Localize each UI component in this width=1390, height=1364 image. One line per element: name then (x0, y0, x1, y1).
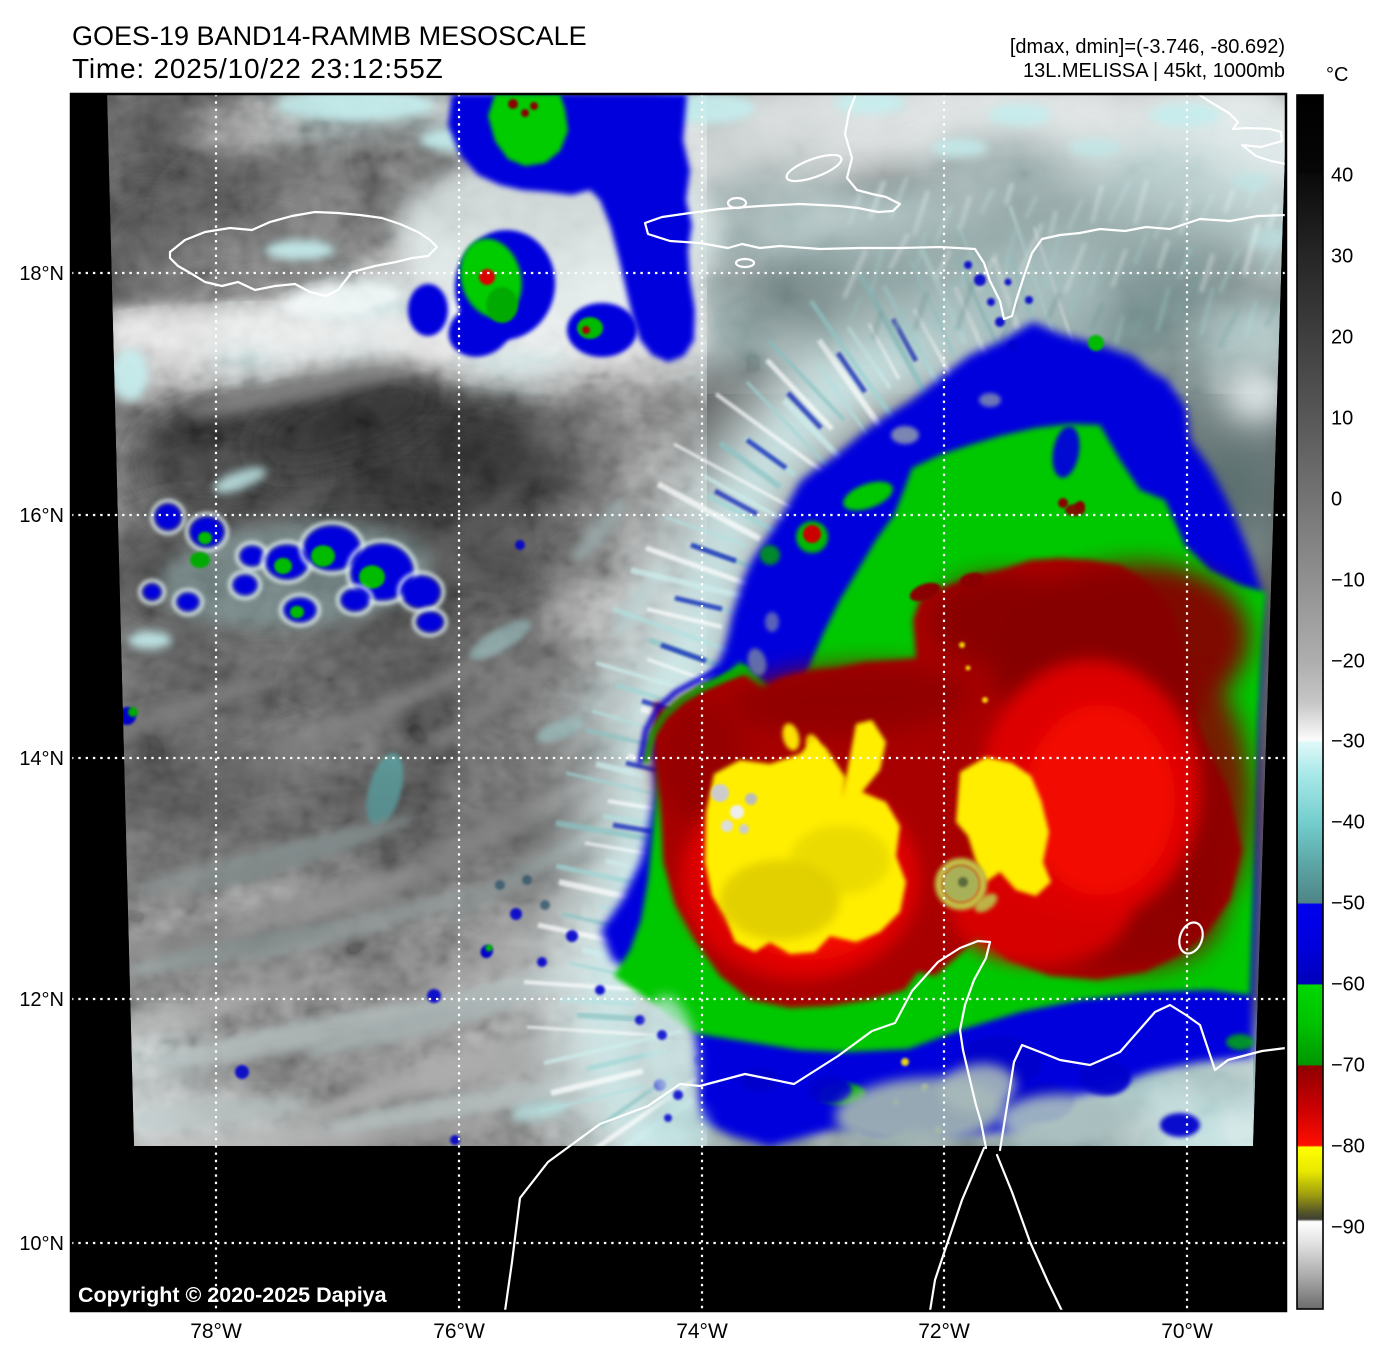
svg-text:76°W: 76°W (433, 1320, 485, 1343)
svg-text:20: 20 (1331, 326, 1353, 348)
svg-text:10: 10 (1331, 407, 1353, 429)
svg-text:74°W: 74°W (676, 1320, 728, 1343)
svg-text:14°N: 14°N (19, 748, 64, 770)
svg-text:−30: −30 (1331, 730, 1365, 752)
svg-text:−80: −80 (1331, 1135, 1365, 1157)
svg-text:16°N: 16°N (19, 505, 64, 527)
svg-text:−70: −70 (1331, 1054, 1365, 1076)
svg-text:Time: 2025/10/22 23:12:55Z: Time: 2025/10/22 23:12:55Z (72, 53, 444, 84)
svg-text:30: 30 (1331, 245, 1353, 267)
svg-text:−20: −20 (1331, 650, 1365, 672)
svg-text:−50: −50 (1331, 892, 1365, 914)
svg-text:70°W: 70°W (1161, 1320, 1213, 1343)
svg-text:10°N: 10°N (19, 1233, 64, 1255)
svg-text:0: 0 (1331, 488, 1342, 510)
svg-text:78°W: 78°W (190, 1320, 242, 1343)
svg-text:Copyright © 2020-2025 Dapiya: Copyright © 2020-2025 Dapiya (78, 1283, 388, 1307)
svg-text:40: 40 (1331, 164, 1353, 186)
svg-text:12°N: 12°N (19, 989, 64, 1011)
svg-text:18°N: 18°N (19, 263, 64, 285)
svg-text:13L.MELISSA | 45kt, 1000mb: 13L.MELISSA | 45kt, 1000mb (1023, 60, 1285, 82)
svg-text:−10: −10 (1331, 569, 1365, 591)
svg-text:[dmax, dmin]=(-3.746, -80.692): [dmax, dmin]=(-3.746, -80.692) (1010, 36, 1285, 58)
svg-text:−40: −40 (1331, 811, 1365, 833)
svg-text:−60: −60 (1331, 973, 1365, 995)
svg-text:°C: °C (1326, 64, 1348, 86)
svg-text:GOES-19 BAND14-RAMMB MESOSCALE: GOES-19 BAND14-RAMMB MESOSCALE (72, 21, 587, 51)
svg-text:72°W: 72°W (918, 1320, 970, 1343)
svg-text:−90: −90 (1331, 1216, 1365, 1238)
